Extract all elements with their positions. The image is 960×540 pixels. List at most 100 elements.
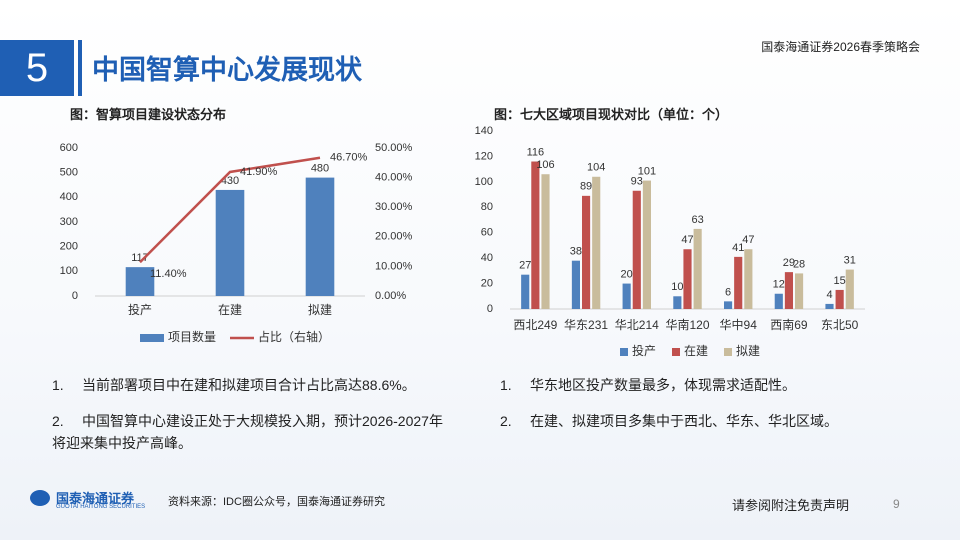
value-label: 89 — [580, 181, 592, 193]
bar — [845, 269, 854, 309]
value-label: 93 — [631, 176, 643, 188]
note-text: 当前部署项目中在建和拟建项目合计占比高达88.6%。 — [82, 377, 416, 393]
value-label: 116 — [527, 146, 545, 158]
y2-tick-label: 0.00% — [375, 290, 406, 302]
y-tick-label: 600 — [60, 142, 78, 154]
bar — [125, 267, 155, 296]
chart-title: 图：七大区域项目现状对比（单位：个） — [494, 107, 729, 122]
bar — [724, 301, 733, 309]
value-label: 46.70% — [330, 152, 368, 164]
section-number: 5 — [0, 40, 74, 96]
value-label: 6 — [725, 286, 731, 298]
note: 2. 在建、拟建项目多集中于西北、华东、华北区域。 — [500, 410, 920, 432]
bar — [835, 289, 844, 309]
value-label: 101 — [638, 165, 656, 177]
bar — [582, 195, 591, 309]
value-label: 29 — [783, 257, 795, 269]
value-label: 104 — [587, 162, 605, 174]
value-label: 47 — [681, 234, 693, 246]
slide-title: 中国智算中心发展现状 — [92, 55, 362, 85]
value-label: 28 — [793, 258, 805, 270]
value-label: 38 — [570, 246, 582, 258]
legend-swatch — [620, 348, 628, 356]
y2-tick-label: 10.00% — [375, 260, 413, 272]
y-tick-label: 100 — [60, 265, 78, 277]
x-tick-label: 投产 — [128, 302, 152, 317]
bar — [521, 274, 530, 309]
value-label: 15 — [834, 275, 846, 287]
value-label: 11.40% — [150, 268, 187, 280]
chart-title: 图：智算项目建设状态分布 — [70, 107, 227, 122]
legend-swatch — [140, 334, 164, 342]
bar — [774, 293, 783, 309]
legend-swatch — [724, 348, 732, 356]
bar — [571, 260, 580, 309]
legend-label: 项目数量 — [168, 329, 216, 344]
note: 2. 中国智算中心建设正处于大规模投入期，预计2026-2027年将迎来集中投产高… — [52, 410, 452, 454]
y2-tick-label: 30.00% — [375, 201, 413, 213]
y-tick-label: 200 — [60, 241, 78, 253]
y2-tick-label: 20.00% — [375, 231, 413, 243]
bar — [632, 190, 641, 309]
x-tick-label: 在建 — [218, 303, 242, 317]
line — [139, 156, 321, 264]
legend-label: 占比（右轴） — [258, 329, 330, 344]
y-tick-label: 0 — [487, 303, 493, 315]
x-tick-label: 华北214 — [615, 318, 659, 332]
legend-label: 在建 — [684, 344, 708, 358]
bar — [305, 177, 335, 296]
y-tick-label: 100 — [475, 176, 493, 188]
value-label: 41.90% — [240, 166, 278, 178]
note-number: 1. — [500, 377, 512, 393]
bar — [683, 249, 692, 309]
note-text: 在建、拟建项目多集中于西北、华东、华北区域。 — [530, 413, 838, 429]
bar — [622, 283, 631, 309]
value-label: 20 — [621, 268, 633, 280]
value-label: 480 — [311, 163, 329, 175]
page-number: 9 — [893, 497, 900, 511]
value-label: 12 — [773, 279, 785, 291]
bar — [693, 228, 702, 309]
note-number: 1. — [52, 377, 64, 393]
x-tick-label: 华东231 — [564, 318, 608, 332]
value-label: 63 — [692, 214, 704, 226]
y2-tick-label: 50.00% — [375, 142, 413, 154]
value-label: 117 — [131, 252, 149, 264]
source: 资料来源：IDC圈公众号，国泰海通证券研究 — [168, 496, 385, 508]
logo-en: GUOTAI HAITONG SECURITIES — [56, 504, 146, 510]
bar — [734, 256, 743, 309]
y-tick-label: 0 — [72, 290, 78, 302]
bar — [825, 303, 834, 309]
y-tick-label: 400 — [60, 191, 78, 203]
y-tick-label: 20 — [481, 277, 493, 289]
bar — [541, 174, 550, 309]
x-tick-label: 华南120 — [665, 317, 709, 332]
value-label: 27 — [519, 260, 531, 272]
note: 1. 当前部署项目中在建和拟建项目合计占比高达88.6%。 — [52, 374, 452, 396]
bar — [642, 180, 651, 309]
note-text: 华东地区投产数量最多，体现需求适配性。 — [530, 377, 796, 393]
y-tick-label: 80 — [481, 201, 493, 213]
x-tick-label: 西南69 — [770, 317, 808, 332]
note: 1. 华东地区投产数量最多，体现需求适配性。 — [500, 374, 920, 396]
logo-text: 国泰海通证券 — [56, 491, 135, 506]
note-number: 2. — [52, 413, 64, 429]
bar — [531, 161, 540, 309]
bar — [673, 296, 682, 309]
x-tick-label: 拟建 — [308, 303, 332, 317]
legend-swatch — [672, 348, 680, 356]
legend-label: 投产 — [632, 343, 656, 358]
event-name: 国泰海通证券2026春季策略会 — [761, 40, 920, 54]
value-label: 430 — [221, 175, 239, 187]
y-tick-label: 60 — [481, 227, 493, 239]
bar — [592, 176, 601, 309]
y2-tick-label: 40.00% — [375, 172, 413, 184]
x-tick-label: 东北50 — [821, 318, 859, 332]
y-tick-label: 500 — [60, 167, 78, 179]
bar — [784, 272, 793, 309]
y-tick-label: 120 — [475, 150, 493, 162]
logo-icon — [30, 490, 50, 506]
accent-bar — [78, 40, 82, 96]
legend-label: 拟建 — [736, 344, 760, 358]
